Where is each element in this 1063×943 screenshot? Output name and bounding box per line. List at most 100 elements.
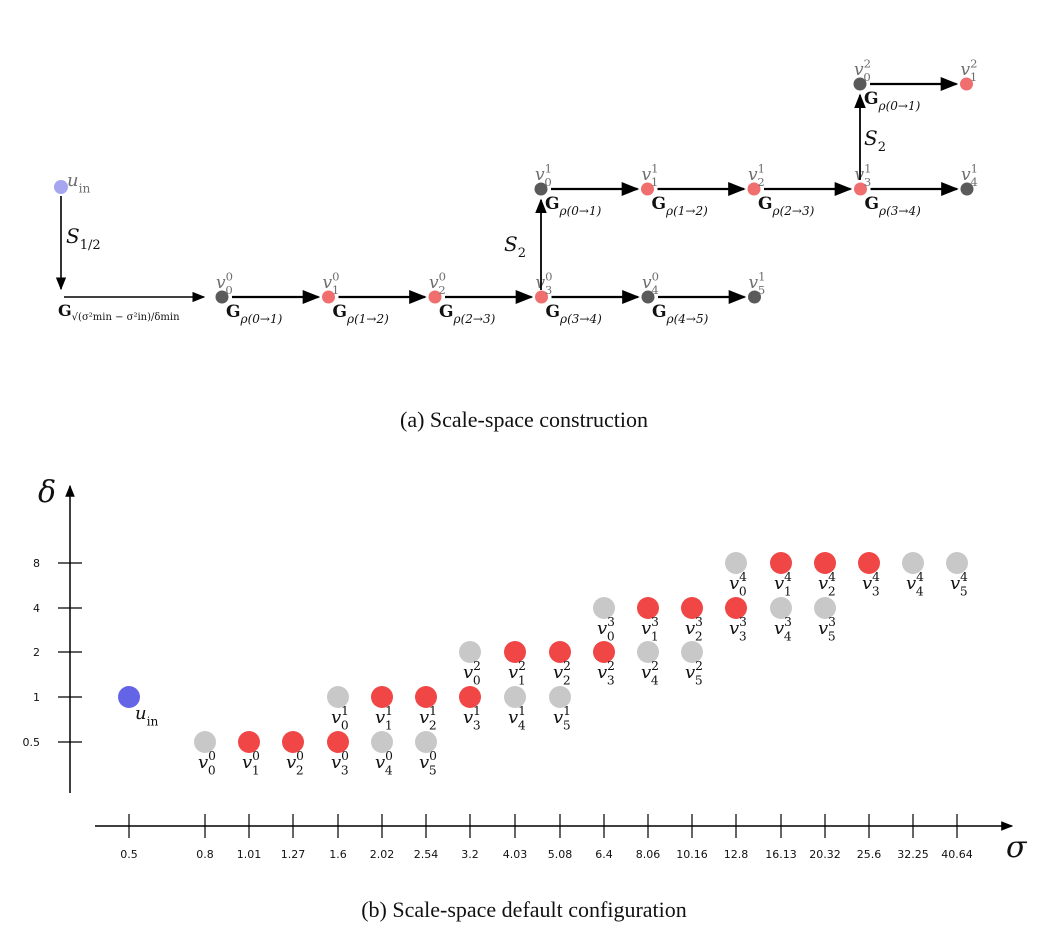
point-v5-1 bbox=[549, 686, 571, 708]
point-label-21: v3 2 bbox=[685, 615, 703, 643]
node-o0-1 bbox=[322, 290, 335, 304]
x-tick-label-4: 1.6 bbox=[329, 848, 347, 861]
point-label-11: v1 4 bbox=[508, 704, 526, 732]
node-label-o2-0: v2 0 bbox=[854, 56, 871, 84]
point-v3-3 bbox=[725, 597, 747, 619]
subsample-two-label-0: S2 bbox=[504, 232, 526, 261]
x-tick-label-10: 6.4 bbox=[595, 848, 613, 861]
x-tick-label-18: 40.64 bbox=[941, 848, 973, 861]
node-o2-1 bbox=[960, 77, 973, 91]
point-v3-0 bbox=[327, 731, 349, 753]
node-label-o1-3: v13 bbox=[855, 161, 872, 189]
input-node bbox=[54, 180, 68, 194]
point-v1-0 bbox=[238, 731, 260, 753]
point-v4-0 bbox=[371, 731, 393, 753]
point-label-7: v1 0 bbox=[331, 704, 349, 732]
x-tick-label-7: 3.2 bbox=[461, 848, 479, 861]
point-v2-0 bbox=[282, 731, 304, 753]
x-axis-title: σ bbox=[1006, 830, 1028, 865]
point-v2-3 bbox=[681, 597, 703, 619]
point-label-22: v3 3 bbox=[729, 615, 747, 643]
y-tick-label-2: 2 bbox=[33, 646, 40, 659]
x-tick-label-2: 1.01 bbox=[237, 848, 262, 861]
x-tick-label-14: 16.13 bbox=[765, 848, 797, 861]
point-label-15: v2 2 bbox=[553, 659, 571, 687]
blur-label-o0-3: Gρ(3→4) bbox=[546, 302, 603, 326]
node-o0-4 bbox=[641, 290, 655, 304]
node-o0-5 bbox=[748, 290, 761, 304]
blur-label-o1-0: Gρ(0→1) bbox=[545, 194, 602, 218]
x-tick-label-17: 32.25 bbox=[897, 848, 929, 861]
y-tick-label-4: 8 bbox=[33, 557, 40, 570]
point-v0-3 bbox=[593, 597, 615, 619]
point-label-23: v3 4 bbox=[774, 615, 792, 643]
scale-space-construction-diagram: uin S1/2 G√(σ²min − σ²in)/δmin v00 v01 v02 v03… bbox=[54, 56, 978, 326]
point-label-20: v3 1 bbox=[641, 615, 659, 643]
node-label-o0-1: v0 1 bbox=[323, 269, 340, 297]
node-o0-0 bbox=[215, 290, 229, 304]
x-tick-label-0: 0.5 bbox=[120, 848, 138, 861]
node-label-o0-2: v0 2 bbox=[429, 269, 446, 297]
blur-label-o1-3: Gρ(3→4) bbox=[865, 194, 922, 218]
x-tick-label-11: 8.06 bbox=[636, 848, 661, 861]
point-v5-3 bbox=[814, 597, 836, 619]
point-v4-4 bbox=[902, 552, 924, 574]
point-v0-1 bbox=[327, 686, 349, 708]
point-v2-4 bbox=[814, 552, 836, 574]
point-label-6: v0 5 bbox=[419, 749, 437, 777]
y-tick-label-0: 0.5 bbox=[23, 736, 41, 749]
point-v3-2 bbox=[593, 641, 615, 663]
x-tick-label-5: 2.02 bbox=[370, 848, 395, 861]
point-label-10: v1 3 bbox=[463, 704, 481, 732]
y-axis-title: δ bbox=[38, 475, 56, 510]
point-v4-2 bbox=[637, 641, 659, 663]
y-tick-label-1: 1 bbox=[33, 691, 40, 704]
point-label-26: v4 1 bbox=[774, 570, 792, 598]
point-v5-2 bbox=[681, 641, 703, 663]
point-label-1: v0 0 bbox=[198, 749, 216, 777]
point-v0-4 bbox=[725, 552, 747, 574]
point-v4-3 bbox=[770, 597, 792, 619]
node-o2-0 bbox=[853, 77, 867, 91]
point-label-19: v3 0 bbox=[597, 615, 615, 643]
x-tick-label-6: 2.54 bbox=[414, 848, 439, 861]
node-o1-4 bbox=[960, 182, 974, 196]
point-label-18: v2 5 bbox=[685, 659, 703, 687]
point-v2-1 bbox=[415, 686, 437, 708]
x-tick-label-3: 1.27 bbox=[281, 848, 306, 861]
node-label-o1-0: v1 0 bbox=[535, 161, 552, 189]
point-label-9: v1 2 bbox=[419, 704, 437, 732]
point-label-2: v0 1 bbox=[242, 749, 260, 777]
point-label-8: v1 1 bbox=[375, 704, 393, 732]
subsample-half-label: S1/2 bbox=[66, 224, 101, 253]
x-tick-label-1: 0.8 bbox=[196, 848, 214, 861]
x-tick-label-15: 20.32 bbox=[809, 848, 841, 861]
configuration-caption: (b) Scale-space default configuration bbox=[361, 897, 687, 922]
point-label-16: v2 3 bbox=[597, 659, 615, 687]
node-label-o0-0: v0 0 bbox=[216, 269, 233, 297]
point-label-27: v4 2 bbox=[818, 570, 836, 598]
node-label-o0-3: v03 bbox=[536, 269, 553, 297]
x-tick-label-13: 12.8 bbox=[724, 848, 749, 861]
point-v4-1 bbox=[504, 686, 526, 708]
point-label-12: v1 5 bbox=[553, 704, 571, 732]
blur-label-o0-4: Gρ(4→5) bbox=[652, 302, 709, 326]
x-tick-label-12: 10.16 bbox=[676, 848, 708, 861]
y-tick-label-3: 4 bbox=[33, 602, 40, 615]
point-label-5: v0 4 bbox=[375, 749, 393, 777]
blur-label-o1-1: Gρ(1→2) bbox=[652, 194, 709, 218]
node-o1-3 bbox=[854, 182, 867, 196]
x-tick-label-9: 5.08 bbox=[548, 848, 573, 861]
construction-caption: (a) Scale-space construction bbox=[400, 407, 648, 432]
point-v0-0 bbox=[194, 731, 216, 753]
node-label-o1-2: v1 2 bbox=[748, 161, 765, 189]
point-label-28: v4 3 bbox=[862, 570, 880, 598]
node-label-o0-4: v0 4 bbox=[642, 269, 659, 297]
blur-label-o0-2: Gρ(2→3) bbox=[439, 302, 496, 326]
scale-space-configuration-chart: δ σ 0.5 1 2 4 8 0.5 0.8 1.01 1.27 1.6 2.02 2.54 3.2 4.0… bbox=[23, 475, 1029, 865]
point-v5-0 bbox=[415, 731, 437, 753]
blur-label-o0-1: Gρ(1→2) bbox=[333, 302, 390, 326]
node-label-o2-1: v2 1 bbox=[961, 56, 978, 84]
node-label-o1-4: v1 4 bbox=[961, 161, 978, 189]
input-node-label: uin bbox=[67, 170, 91, 195]
